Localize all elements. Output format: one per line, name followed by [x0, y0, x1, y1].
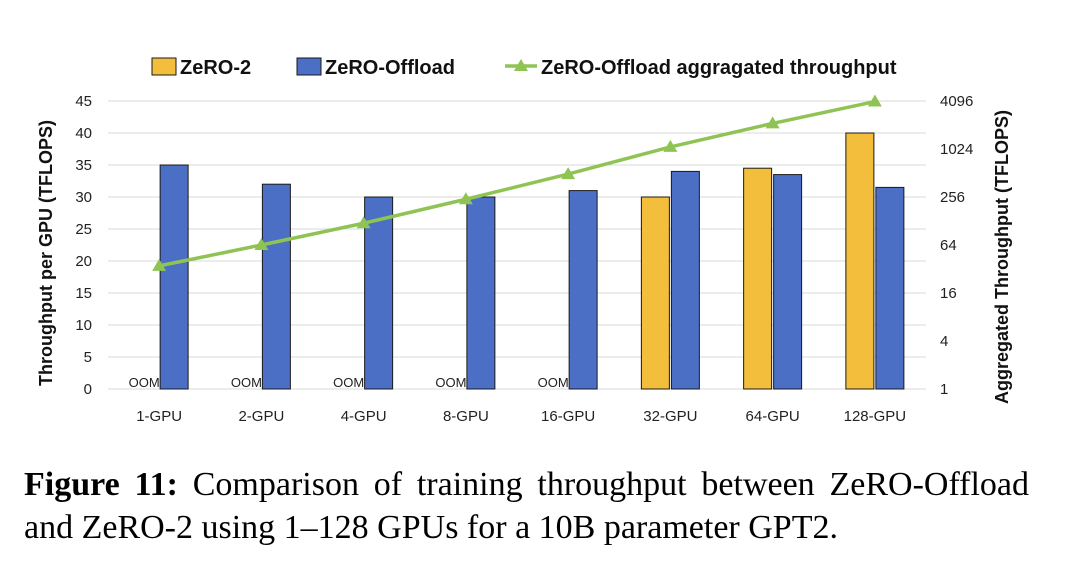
y-tick-label: 45: [75, 93, 92, 110]
caption-text: Comparison of training throughput betwee…: [24, 466, 1030, 546]
oom-label: OOM: [435, 375, 466, 390]
bar-zero-offload: [159, 164, 189, 390]
line-point-marker: [254, 238, 269, 250]
legend-label-aggregated: ZeRO-Offload aggragated throughput: [541, 57, 897, 79]
x-tick-label: 16-GPU: [541, 408, 595, 425]
caption-label: Figure 11:: [24, 466, 178, 503]
x-tick-label: 128-GPU: [844, 408, 907, 425]
legend-swatch-zero-offload: [296, 57, 322, 76]
line-point-marker: [663, 139, 678, 152]
line-point-marker: [356, 216, 371, 229]
y2-tick-label: 256: [940, 189, 965, 206]
y2-tick-label: 4096: [940, 93, 973, 110]
bar-zero-offload: [364, 196, 394, 390]
y2-tick-label: 16: [940, 285, 957, 302]
y2-tick-label: 64: [940, 237, 957, 254]
bar-zero-offload: [773, 174, 803, 390]
y2-tick-label: 4: [940, 333, 948, 350]
y-tick-label: 20: [75, 253, 92, 270]
legend-swatch-marker: [514, 59, 528, 71]
legend-label-zero-offload: ZeRO-Offload: [325, 57, 455, 79]
legend-swatch-zero-2: [151, 57, 177, 76]
y2-axis-title: Aggregated Throughput (TFLOPS): [992, 110, 1012, 404]
bar-zero-offload: [670, 170, 700, 390]
x-tick-label: 8-GPU: [443, 408, 489, 425]
throughput-chart: 0 5 10 15 20 25 30 35 40 45 1 4 16 64 256 1024 4096 1-GPU…: [36, 57, 1012, 425]
bar-zero-offload: [568, 190, 598, 390]
y-tick-label: 25: [75, 221, 92, 238]
y-tick-label: 30: [75, 189, 92, 206]
bar-zero-2: [640, 196, 670, 390]
y2-tick-label: 1024: [940, 141, 973, 158]
line-point-marker: [458, 192, 473, 205]
aggregated-throughput-line: [158, 99, 876, 268]
y-tick-label: 10: [75, 317, 92, 334]
line-point-marker: [867, 94, 882, 107]
oom-label: OOM: [333, 375, 364, 390]
y-tick-label: 5: [84, 349, 92, 366]
x-tick-label: 32-GPU: [643, 408, 697, 425]
line-point-marker: [152, 258, 167, 271]
x-tick-label: 64-GPU: [746, 408, 800, 425]
y-tick-label: 15: [75, 285, 92, 302]
y-tick-label: 35: [75, 157, 92, 174]
x-tick-label: 4-GPU: [341, 408, 387, 425]
bar-zero-2: [743, 167, 773, 390]
line-point-marker: [765, 116, 780, 129]
line-point-marker: [561, 167, 576, 180]
figure-caption: Figure 11: Comparison of training throug…: [24, 463, 1029, 549]
oom-label: OOM: [231, 375, 262, 390]
bar-zero-offload: [875, 186, 905, 390]
oom-label: OOM: [129, 375, 160, 390]
bar-zero-offload: [261, 183, 291, 390]
bar-zero-offload: [466, 196, 496, 390]
bar-zero-2: [845, 132, 875, 390]
x-tick-label: 1-GPU: [136, 408, 182, 425]
y-axis-title: Throughput per GPU (TFLOPS): [36, 120, 56, 386]
y-tick-label: 0: [84, 381, 92, 398]
y-tick-label: 40: [75, 125, 92, 142]
oom-label: OOM: [538, 375, 569, 390]
legend-label-zero-2: ZeRO-2: [180, 57, 251, 79]
y2-tick-label: 1: [940, 381, 948, 398]
x-tick-label: 2-GPU: [238, 408, 284, 425]
